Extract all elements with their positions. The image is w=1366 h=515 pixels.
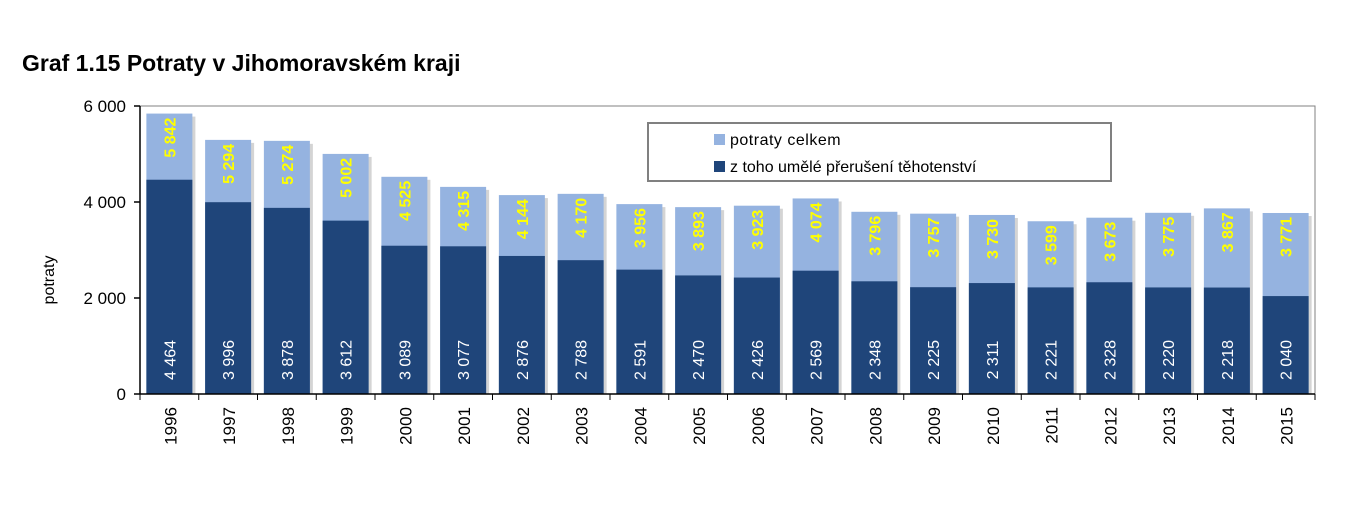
bar-induced <box>968 283 1015 394</box>
data-label-induced: 2 426 <box>750 340 767 380</box>
bar-induced <box>733 277 780 394</box>
data-label-induced: 3 612 <box>339 340 356 380</box>
x-tick-label: 2001 <box>455 407 474 445</box>
bar-induced <box>1086 282 1133 394</box>
data-label-total: 3 599 <box>1044 225 1061 265</box>
data-label-induced: 2 221 <box>1044 340 1061 380</box>
data-label-total: 3 775 <box>1161 217 1178 257</box>
y-tick-label: 2 000 <box>83 289 126 308</box>
legend-box <box>647 122 1112 182</box>
y-tick-label: 4 000 <box>83 193 126 212</box>
bar-induced <box>146 179 193 394</box>
legend-label-total: potraty celkem <box>730 132 841 149</box>
bar-induced <box>557 260 604 394</box>
x-tick-label: 2002 <box>514 407 533 445</box>
x-tick-label: 2008 <box>866 407 885 445</box>
x-tick-label: 2000 <box>396 407 415 445</box>
x-tick-label: 2011 <box>1043 407 1062 444</box>
x-tick-label: 2009 <box>925 407 944 445</box>
data-label-total: 3 796 <box>867 216 884 256</box>
data-label-total: 5 002 <box>339 158 356 198</box>
bar-induced <box>675 275 722 394</box>
axes-layer: 1996 1997 1998 1999 2000 2001 2002 2003 2004 2005… <box>83 97 1316 445</box>
data-label-induced: 2 040 <box>1279 340 1296 380</box>
legend-swatch-total <box>714 134 725 145</box>
data-label-induced: 2 876 <box>515 340 532 380</box>
data-label-induced: 4 464 <box>162 340 179 380</box>
x-tick-label: 2004 <box>631 407 650 445</box>
data-label-total: 3 730 <box>985 219 1002 259</box>
data-label-total: 5 842 <box>162 117 179 157</box>
chart-title: Graf 1.15 Potraty v Jihomoravském kraji <box>22 50 461 76</box>
x-tick-label: 2006 <box>749 407 768 445</box>
bar-induced <box>910 287 957 394</box>
bar-induced <box>792 270 839 394</box>
data-label-total: 5 274 <box>280 145 297 185</box>
bar-induced <box>381 245 428 394</box>
data-label-induced: 3 089 <box>397 340 414 380</box>
data-label-induced: 2 218 <box>1220 340 1237 380</box>
x-tick-label: 2010 <box>984 407 1003 445</box>
legend-swatch-induced <box>714 161 725 172</box>
x-tick-label: 2003 <box>573 407 592 445</box>
data-label-total: 3 757 <box>926 218 943 258</box>
data-label-induced: 2 311 <box>985 340 1002 379</box>
data-label-induced: 2 569 <box>809 340 826 380</box>
data-label-total: 4 315 <box>456 191 473 231</box>
x-tick-label: 2005 <box>690 407 709 445</box>
x-tick-label: 1997 <box>220 407 239 445</box>
data-label-induced: 2 328 <box>1102 340 1119 380</box>
bar-induced <box>263 207 310 394</box>
bar-induced <box>1262 296 1309 394</box>
x-tick-label: 2015 <box>1278 407 1297 445</box>
data-label-total: 3 771 <box>1279 217 1296 257</box>
data-label-total: 4 144 <box>515 199 532 239</box>
data-label-induced: 2 220 <box>1161 340 1178 380</box>
data-label-total: 3 956 <box>632 208 649 248</box>
data-label-induced: 2 470 <box>691 340 708 380</box>
data-label-induced: 2 348 <box>867 340 884 380</box>
bar-induced <box>440 246 487 394</box>
legend: potraty celkem z toho umělé přerušení tě… <box>647 122 1112 182</box>
data-label-total: 3 867 <box>1220 212 1237 252</box>
x-tick-label: 2013 <box>1160 407 1179 445</box>
x-tick-label: 2012 <box>1101 407 1120 445</box>
bar-induced <box>498 255 545 394</box>
data-label-induced: 2 788 <box>574 340 591 380</box>
data-label-induced: 2 225 <box>926 340 943 380</box>
y-tick-label: 6 000 <box>83 97 126 116</box>
y-tick-label: 0 <box>117 385 126 404</box>
data-label-induced: 3 878 <box>280 340 297 380</box>
bar-induced <box>1203 287 1250 394</box>
bar-induced <box>1027 287 1074 394</box>
y-axis-label: potraty <box>41 256 58 305</box>
data-label-total: 4 525 <box>397 181 414 221</box>
data-label-total: 4 170 <box>574 198 591 238</box>
data-label-induced: 2 591 <box>632 340 649 380</box>
legend-label-induced: z toho umělé přerušení těhotenství <box>730 159 977 176</box>
x-tick-label: 1998 <box>279 407 298 445</box>
bar-induced <box>205 202 252 394</box>
bars-layer: 5 842 4 464 5 294 3 996 5 274 3 878 5 002 3 612… <box>146 113 1312 395</box>
data-label-total: 3 893 <box>691 211 708 251</box>
data-label-induced: 3 077 <box>456 340 473 380</box>
x-tick-label: 1996 <box>161 407 180 445</box>
bar-induced <box>1145 287 1192 394</box>
x-tick-label: 2014 <box>1219 407 1238 445</box>
x-tick-label: 1999 <box>338 407 357 445</box>
data-label-induced: 3 996 <box>221 340 238 380</box>
x-tick-label: 2007 <box>808 407 827 445</box>
bar-induced <box>851 281 898 394</box>
bar-induced <box>616 269 663 394</box>
data-label-total: 3 923 <box>750 210 767 250</box>
data-label-total: 5 294 <box>221 144 238 184</box>
data-label-total: 4 074 <box>809 202 826 242</box>
data-label-total: 3 673 <box>1102 222 1119 262</box>
bar-induced <box>322 220 369 394</box>
